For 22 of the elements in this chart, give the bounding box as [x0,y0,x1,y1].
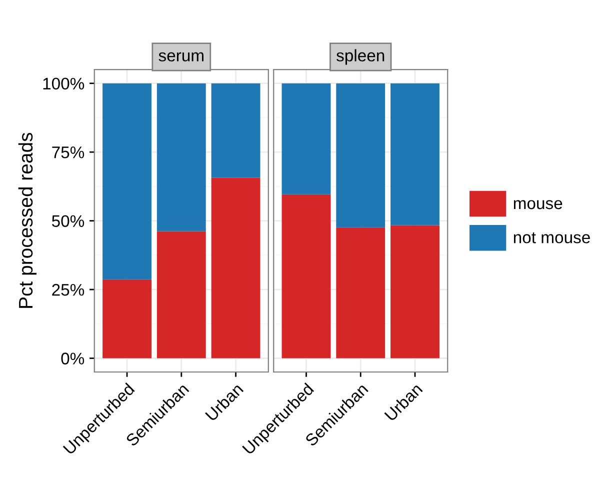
bar [156,231,206,358]
y-tick-label: 75% [52,146,84,158]
bar [211,178,260,358]
chart-title: spleen [336,49,384,65]
y-tick-label: 50% [52,215,84,228]
bar [390,83,440,226]
y-axis-title: Pct processed reads [18,132,36,308]
legend-label: mouse [514,200,562,210]
bar [390,225,440,358]
bar [336,83,386,228]
chart-title: serum [158,52,204,62]
bar [336,227,386,358]
bar [102,279,152,358]
y-tick-label: 25% [52,284,84,296]
legend-label: not mouse [514,232,590,244]
bar [211,83,260,178]
bar [282,194,331,358]
y-tick-label: 0% [61,352,84,364]
bar [282,83,331,194]
y-tick-label: 100% [43,78,84,90]
bar [156,83,206,232]
bar [102,83,152,280]
